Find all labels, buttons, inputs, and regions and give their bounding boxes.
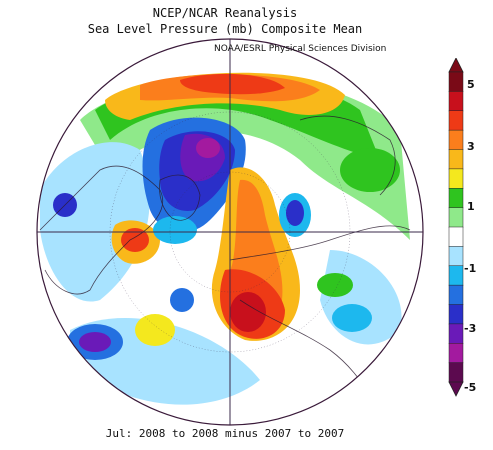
coastline-north-america — [39, 165, 163, 295]
anomaly-negative-southwest-core — [79, 332, 111, 352]
colorbar-tick-label: 1 — [467, 200, 475, 213]
colorbar-tick-label: -3 — [464, 322, 477, 335]
colorbar-tick-label: -5 — [464, 381, 477, 394]
colorbar-segment — [448, 71, 464, 92]
colorbar-segment — [448, 304, 464, 325]
map-border — [36, 38, 424, 426]
anomaly-green-southeast — [317, 273, 353, 297]
colorbar-segment — [448, 362, 464, 383]
colorbar-segment — [448, 91, 464, 112]
colorbar-segment — [448, 226, 464, 247]
colorbar-segment — [448, 323, 464, 344]
coastline-asia — [299, 115, 396, 196]
anomaly-negative-arctic-min — [196, 138, 220, 158]
colorbar-segment — [448, 265, 464, 286]
colorbar-top-arrow — [448, 58, 464, 73]
coastline-greenland — [159, 174, 201, 221]
colorbar-tick-label: 5 — [467, 78, 475, 91]
anomaly-negative-center — [153, 216, 197, 244]
colorbar-segment — [448, 188, 464, 209]
colorbar-segment — [448, 110, 464, 131]
map-title: NCEP/NCAR Reanalysis — [152, 6, 298, 20]
colorbar-tick-label: 3 — [467, 140, 475, 153]
anomaly-positive-south — [135, 314, 175, 346]
colorbar-segment — [448, 129, 464, 151]
colorbar-segment — [448, 343, 464, 364]
anomaly-positive-europe-core — [230, 292, 266, 332]
colorbar-segment — [448, 168, 464, 189]
anomaly-negative-southeast — [332, 304, 372, 332]
colorbar-segment — [448, 207, 464, 228]
caption: Jul: 2008 to 2008 minus 2007 to 2007 — [105, 427, 345, 440]
colorbar-segment — [448, 284, 464, 306]
anomaly-positive-north-max — [180, 73, 285, 95]
colorbar-segment — [448, 149, 464, 170]
colorbar — [448, 58, 464, 397]
anomaly-negative-east-core — [286, 200, 304, 226]
sea-level-pressure-polar-map — [36, 38, 424, 426]
anomaly-green-east — [340, 148, 400, 192]
anomaly-lightblue-west — [40, 142, 150, 302]
anomaly-positive-west-core — [121, 228, 149, 252]
anomaly-negative-south — [170, 288, 194, 312]
credit-text: NOAA/ESRL Physical Sciences Division — [214, 44, 387, 54]
colorbar-tick-label: -1 — [464, 262, 477, 275]
colorbar-segment — [448, 246, 464, 267]
map-subtitle: Sea Level Pressure (mb) Composite Mean — [87, 22, 363, 36]
colorbar-bottom-arrow — [448, 381, 464, 397]
